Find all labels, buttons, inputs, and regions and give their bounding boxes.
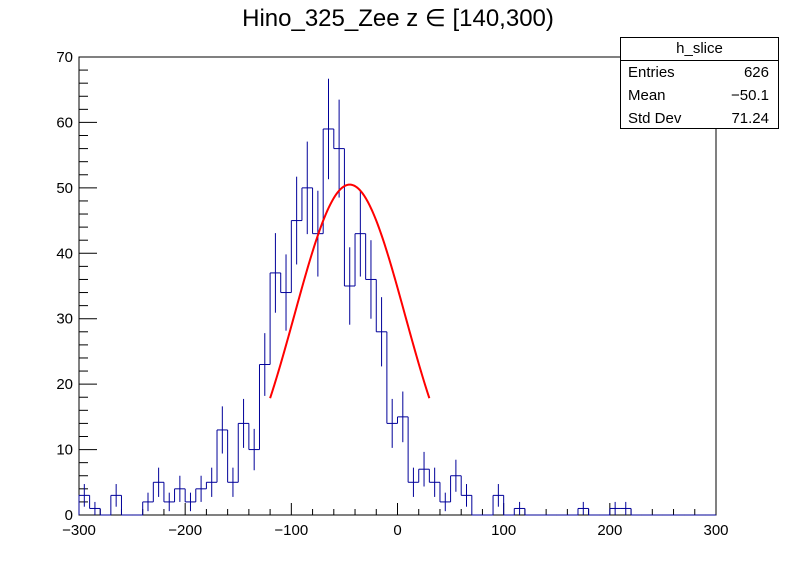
histogram-bin bbox=[524, 508, 536, 516]
stats-std-row: Std Dev 71.24 bbox=[621, 107, 778, 130]
histogram-bin bbox=[248, 423, 260, 471]
stats-entries-value: 626 bbox=[743, 64, 769, 81]
histogram-bin bbox=[120, 495, 133, 516]
histogram-bin bbox=[237, 398, 249, 483]
stats-mean-row: Mean −50.1 bbox=[621, 84, 778, 107]
histogram-bin bbox=[110, 484, 122, 515]
histogram-bin bbox=[460, 475, 472, 507]
histogram-bin bbox=[407, 416, 419, 497]
y-tick-label: 40 bbox=[56, 245, 73, 262]
histogram-bin bbox=[343, 148, 356, 325]
histogram-bin bbox=[269, 233, 281, 365]
y-tick-label: 30 bbox=[56, 311, 73, 328]
stats-entries-label: Entries bbox=[628, 64, 675, 81]
y-tick-label: 60 bbox=[56, 114, 73, 131]
fit-curve bbox=[269, 183, 431, 399]
x-tick-label: −300 bbox=[62, 522, 96, 539]
histogram-bins bbox=[78, 78, 716, 516]
histogram-bin bbox=[184, 488, 196, 512]
histogram-bin bbox=[195, 475, 207, 502]
histogram-bin bbox=[227, 429, 239, 497]
histogram-bin bbox=[513, 501, 525, 515]
histogram-bin bbox=[142, 492, 154, 515]
x-tick-label: 200 bbox=[597, 522, 622, 539]
gaussian-fit bbox=[269, 183, 431, 399]
histogram-bin bbox=[471, 495, 483, 516]
histogram-bin bbox=[503, 495, 515, 516]
histogram-bin bbox=[322, 78, 334, 234]
histogram-bin bbox=[577, 501, 589, 515]
histogram-bin bbox=[588, 508, 600, 516]
histogram-bin bbox=[354, 190, 366, 286]
histogram-bin bbox=[163, 482, 175, 512]
histogram-bin bbox=[397, 391, 409, 443]
x-tick-label: −100 bbox=[274, 522, 308, 539]
stats-std-value: 71.24 bbox=[731, 110, 769, 127]
histogram-bin bbox=[630, 508, 642, 516]
histogram-bin bbox=[89, 495, 101, 515]
x-tick-label: 0 bbox=[393, 522, 401, 539]
histogram-bin bbox=[450, 459, 462, 502]
histogram-bin bbox=[375, 279, 387, 367]
y-tick-label: 50 bbox=[56, 180, 73, 197]
stats-box: h_slice Entries 626 Mean −50.1 Std Dev 7… bbox=[620, 37, 779, 129]
histogram-bin bbox=[301, 141, 313, 235]
histogram-bin bbox=[439, 482, 451, 512]
histogram-bin bbox=[78, 484, 90, 515]
histogram-bin bbox=[174, 475, 186, 502]
chart-title: Hino_325_Zee z ∈ [140,300) bbox=[242, 5, 554, 32]
histogram-bin bbox=[258, 333, 271, 450]
histogram-bin bbox=[205, 467, 218, 497]
histogram-bin bbox=[290, 176, 302, 293]
histogram-bin bbox=[609, 501, 621, 515]
stats-mean-value: −50.1 bbox=[731, 87, 769, 104]
histogram-bin bbox=[152, 467, 164, 502]
y-tick-label: 0 bbox=[65, 507, 73, 524]
histogram-bin bbox=[428, 467, 440, 497]
histogram-bin bbox=[365, 233, 377, 319]
histogram-bin bbox=[418, 451, 430, 487]
x-tick-label: 100 bbox=[491, 522, 516, 539]
y-tick-label: 20 bbox=[56, 376, 73, 393]
stats-std-label: Std Dev bbox=[628, 110, 682, 127]
histogram-bin bbox=[620, 501, 632, 515]
histogram-bin bbox=[492, 484, 504, 515]
x-tick-label: 300 bbox=[703, 522, 728, 539]
x-tick-label: −200 bbox=[168, 522, 202, 539]
histogram-bin bbox=[333, 99, 345, 198]
histogram-bin bbox=[216, 406, 228, 483]
histogram-bin bbox=[386, 331, 398, 448]
y-tick-label: 10 bbox=[56, 442, 73, 459]
histogram-bin bbox=[280, 254, 292, 331]
stats-entries-row: Entries 626 bbox=[621, 61, 778, 84]
stats-mean-label: Mean bbox=[628, 87, 666, 104]
y-tick-label: 70 bbox=[56, 49, 73, 66]
histogram-bin bbox=[99, 508, 111, 516]
stats-histogram-name: h_slice bbox=[621, 38, 778, 61]
